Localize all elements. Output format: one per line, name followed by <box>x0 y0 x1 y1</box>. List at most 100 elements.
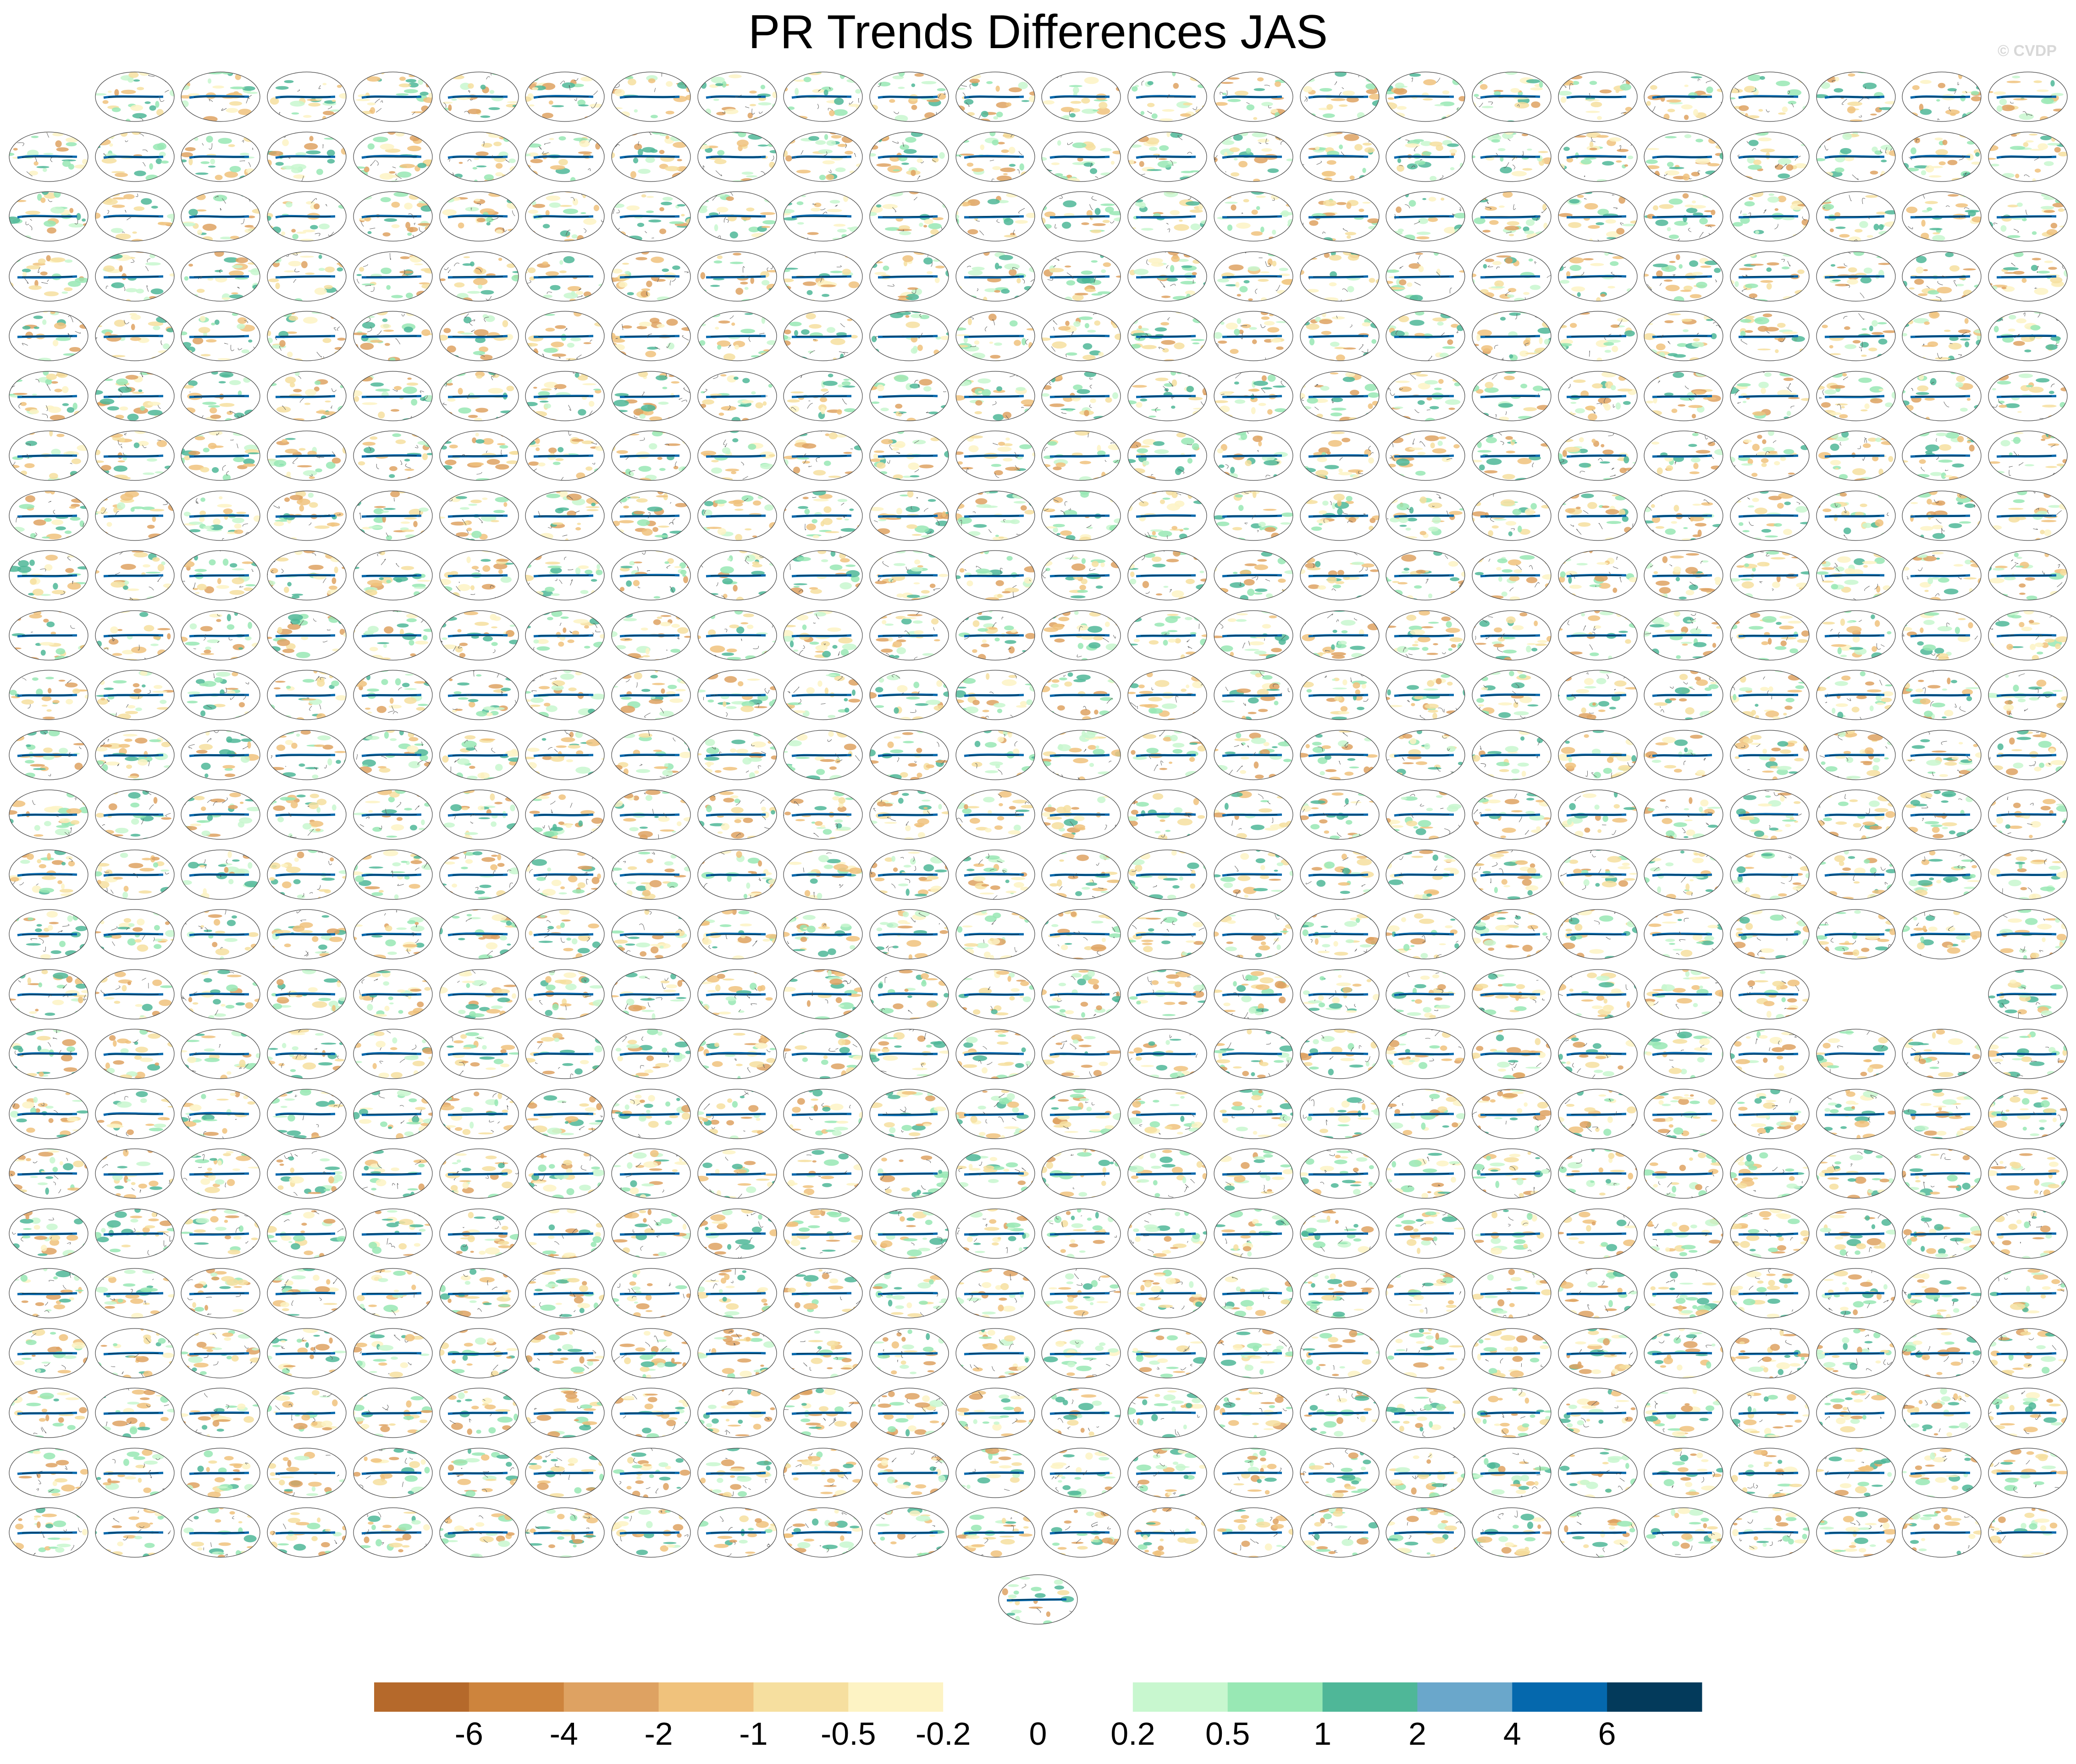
map-panel <box>1214 311 1293 361</box>
map-panel <box>525 370 605 421</box>
map-panel <box>1386 1328 1465 1378</box>
map-panel <box>1988 849 2068 900</box>
map-panel <box>1730 1447 1810 1498</box>
map-panel <box>1127 311 1207 361</box>
map-panel <box>1816 909 1896 959</box>
map-panel <box>1472 430 1551 481</box>
map-panel <box>95 1208 175 1259</box>
map-panel <box>181 849 260 900</box>
map-panel <box>611 909 691 959</box>
map-panel <box>1902 430 1982 481</box>
map-panel <box>1386 430 1465 481</box>
map-panel <box>869 729 949 780</box>
map-panel <box>9 849 88 900</box>
map-panel <box>1730 1388 1810 1438</box>
map-panel <box>1214 1447 1293 1498</box>
map-panel <box>1386 670 1465 720</box>
map-panel <box>1127 1148 1207 1199</box>
map-panel <box>1214 430 1293 481</box>
map-panel <box>525 969 605 1020</box>
map-panel <box>95 490 175 541</box>
map-panel <box>611 131 691 182</box>
map-panel <box>267 311 347 361</box>
map-panel <box>1472 610 1551 661</box>
map-panel <box>1902 191 1982 242</box>
colorbar-swatch <box>1417 1682 1513 1712</box>
map-panel <box>783 909 863 959</box>
map-panel <box>95 670 175 720</box>
map-panel <box>525 849 605 900</box>
map-panel <box>869 1148 949 1199</box>
colorbar-swatch <box>1607 1682 1702 1712</box>
map-panel <box>439 1148 519 1199</box>
map-panel <box>1386 1208 1465 1259</box>
map-panel <box>1214 191 1293 242</box>
map-panel <box>95 1268 175 1318</box>
map-panel <box>869 311 949 361</box>
map-panel <box>611 191 691 242</box>
colorbar-tick-label: -1 <box>739 1716 767 1752</box>
map-panel <box>525 1208 605 1259</box>
map-panel <box>1472 729 1551 780</box>
map-panel <box>1557 969 1638 1020</box>
map-panel <box>1988 1447 2068 1498</box>
map-panel <box>697 789 777 840</box>
map-panel <box>9 610 88 661</box>
map-panel <box>1041 430 1121 481</box>
map-panel <box>353 550 433 601</box>
map-panel <box>439 1268 519 1318</box>
map-panel <box>1988 1148 2068 1199</box>
map-panel <box>9 370 88 421</box>
map-panel <box>1730 610 1810 661</box>
map-panel <box>1557 909 1638 959</box>
map-panel <box>1472 370 1551 421</box>
colorbar-tick-label: -6 <box>455 1716 483 1752</box>
map-panel <box>181 251 260 302</box>
map-panel <box>1214 490 1293 541</box>
colorbar-swatch <box>1322 1682 1418 1712</box>
map-panel <box>697 430 777 481</box>
map-panel <box>955 1388 1035 1438</box>
map-panel <box>1299 849 1380 900</box>
map-panel <box>1386 1029 1465 1079</box>
map-panel <box>1988 191 2068 242</box>
map-panel <box>1214 1328 1293 1378</box>
map-panel <box>181 1208 260 1259</box>
map-panel <box>783 1088 863 1139</box>
map-panel <box>1988 670 2068 720</box>
map-panel <box>1299 1447 1380 1498</box>
map-panel <box>783 191 863 242</box>
map-panel <box>1127 729 1207 780</box>
map-panel <box>181 1447 260 1498</box>
map-panel <box>697 729 777 780</box>
map-panel <box>439 131 519 182</box>
map-panel <box>1299 490 1380 541</box>
map-panel <box>353 1148 433 1199</box>
map-panel <box>1299 610 1380 661</box>
map-panel <box>1557 610 1638 661</box>
map-panel <box>1127 490 1207 541</box>
map-panel <box>1557 789 1638 840</box>
map-panel <box>1902 131 1982 182</box>
map-panel <box>1127 1507 1207 1558</box>
map-panel <box>1988 430 2068 481</box>
map-panel <box>1127 849 1207 900</box>
map-panel <box>9 550 88 601</box>
map-panel <box>181 131 260 182</box>
map-panel <box>697 849 777 900</box>
map-panel <box>1730 251 1810 302</box>
map-panel <box>1214 1148 1293 1199</box>
map-panel <box>1644 1268 1723 1318</box>
map-panel <box>697 1268 777 1318</box>
map-panel <box>267 251 347 302</box>
map-panel <box>1386 311 1465 361</box>
map-panel <box>525 729 605 780</box>
map-panel <box>697 490 777 541</box>
map-panel <box>1127 550 1207 601</box>
map-panel <box>439 1447 519 1498</box>
map-panel <box>1816 131 1896 182</box>
map-panel <box>525 1148 605 1199</box>
map-panel <box>267 789 347 840</box>
map-panel <box>783 1148 863 1199</box>
map-panel <box>1730 1268 1810 1318</box>
